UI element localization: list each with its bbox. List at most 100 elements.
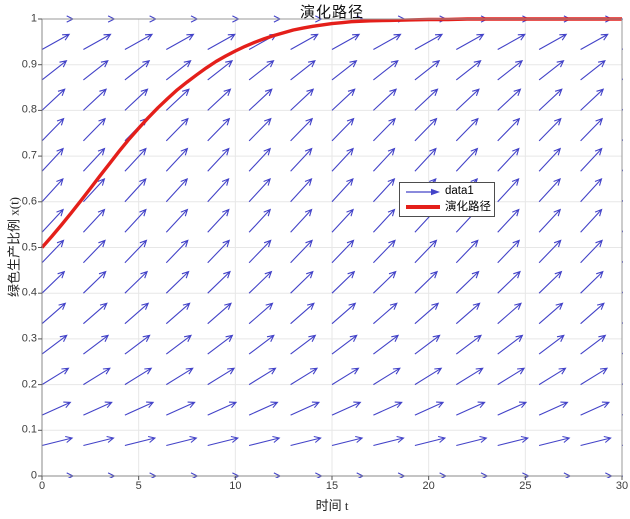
quiver-arrow: [456, 33, 485, 50]
quiver-arrow: [538, 334, 565, 355]
quiver-arrow: [372, 208, 396, 233]
quiver-arrow: [166, 401, 196, 416]
quiver-arrow: [207, 401, 238, 416]
quiver-arrow: [621, 322, 623, 325]
quiver-arrow: [414, 147, 437, 172]
quiver-field: [41, 15, 623, 478]
quiver-arrow: [414, 401, 445, 416]
quiver-arrow: [414, 60, 441, 81]
quiver-arrow: [414, 270, 439, 294]
quiver-arrow: [580, 435, 612, 447]
legend-entry-data1: data1: [400, 184, 494, 200]
quiver-arrow: [455, 60, 482, 81]
y-tick-label: 0.4: [21, 286, 37, 299]
quiver-arrow: [414, 33, 444, 50]
y-tick-label: 0.9: [21, 58, 37, 71]
quiver-arrow: [41, 208, 64, 233]
y-tick-label: 0.7: [21, 149, 37, 162]
quiver-arrow: [166, 435, 198, 447]
quiver-arrow: [248, 239, 272, 264]
quiver-arrow: [455, 147, 479, 172]
quiver-arrow: [207, 270, 231, 294]
y-tick-label: 0.6: [21, 195, 37, 208]
quiver-arrow: [621, 48, 623, 50]
quiver-arrow: [83, 435, 115, 447]
quiver-arrow: [207, 147, 230, 172]
quiver-arrow: [82, 208, 106, 233]
quiver-arrow: [331, 270, 356, 294]
quiver-arrow: [580, 270, 604, 294]
quiver-arrow: [373, 302, 398, 325]
quiver-arrow: [41, 33, 71, 50]
quiver-arrow: [165, 117, 189, 142]
quiver-arrow: [83, 239, 106, 264]
quiver-arrow: [166, 367, 194, 386]
quiver-arrow: [331, 435, 364, 447]
quiver-arrow: [41, 270, 66, 294]
quiver-arrow: [290, 147, 313, 172]
quiver-arrow: [455, 334, 483, 355]
quiver-arrow: [414, 367, 443, 386]
quiver-arrow: [497, 60, 524, 81]
x-tick-label: 5: [135, 480, 142, 492]
quiver-arrow: [621, 291, 623, 294]
quiver-arrow: [455, 270, 480, 294]
quiver-arrow: [248, 88, 273, 111]
quiver-arrow: [455, 302, 481, 325]
quiver-arrow: [41, 239, 65, 264]
quiver-arrow: [41, 147, 64, 172]
quiver-arrow: [538, 177, 561, 203]
legend-quiver-arrow-icon: [406, 188, 440, 195]
quiver-arrow: [124, 367, 153, 386]
quiver-arrow: [331, 367, 360, 386]
quiver-arrow: [372, 147, 396, 172]
quiver-arrow: [290, 401, 321, 416]
quiver-arrow: [455, 239, 479, 264]
quiver-arrow: [41, 302, 67, 325]
y-tick-label: 0.1: [21, 423, 37, 436]
quiver-arrow: [83, 302, 108, 325]
quiver-arrow: [497, 177, 520, 203]
quiver-arrow: [372, 177, 396, 203]
quiver-arrow: [124, 435, 157, 447]
quiver-arrow: [373, 401, 403, 416]
quiver-arrow: [538, 147, 562, 172]
quiver-arrow: [455, 88, 480, 111]
quiver-arrow: [248, 117, 272, 142]
quiver-arrow: [41, 60, 68, 81]
quiver-arrow: [124, 270, 149, 294]
quiver-arrow: [373, 334, 400, 355]
quiver-arrow: [207, 88, 232, 111]
legend: data1 演化路径: [399, 182, 495, 217]
quiver-arrow: [41, 334, 68, 355]
quiver-arrow: [83, 367, 111, 386]
quiver-arrow: [538, 435, 571, 447]
quiver-arrow: [290, 302, 315, 325]
quiver-arrow: [290, 334, 317, 355]
quiver-arrow: [124, 239, 148, 264]
quiver-arrow: [373, 435, 405, 447]
quiver-arrow: [124, 88, 149, 111]
quiver-arrow: [456, 435, 488, 447]
quiver-arrow: [331, 302, 357, 325]
quiver-arrow: [497, 334, 524, 355]
legend-line-icon: [406, 205, 440, 210]
quiver-arrow: [331, 33, 361, 50]
quiver-arrow: [124, 177, 147, 203]
quiver-arrow: [41, 401, 72, 416]
quiver-arrow: [621, 108, 623, 111]
quiver-arrow: [497, 435, 530, 447]
quiver-arrow: [83, 334, 110, 355]
quiver-arrow: [290, 88, 315, 111]
quiver-arrow: [373, 88, 398, 111]
quiver-arrow: [580, 401, 611, 416]
quiver-arrow: [165, 177, 189, 203]
quiver-arrow: [497, 33, 526, 50]
quiver-arrow: [83, 401, 113, 416]
quiver-arrow: [373, 33, 402, 50]
quiver-arrow: [165, 60, 192, 81]
quiver-arrow: [207, 117, 231, 142]
quiver-arrow: [248, 208, 272, 233]
quiver-arrow: [124, 147, 147, 172]
trajectory-polyline: [41, 17, 622, 249]
